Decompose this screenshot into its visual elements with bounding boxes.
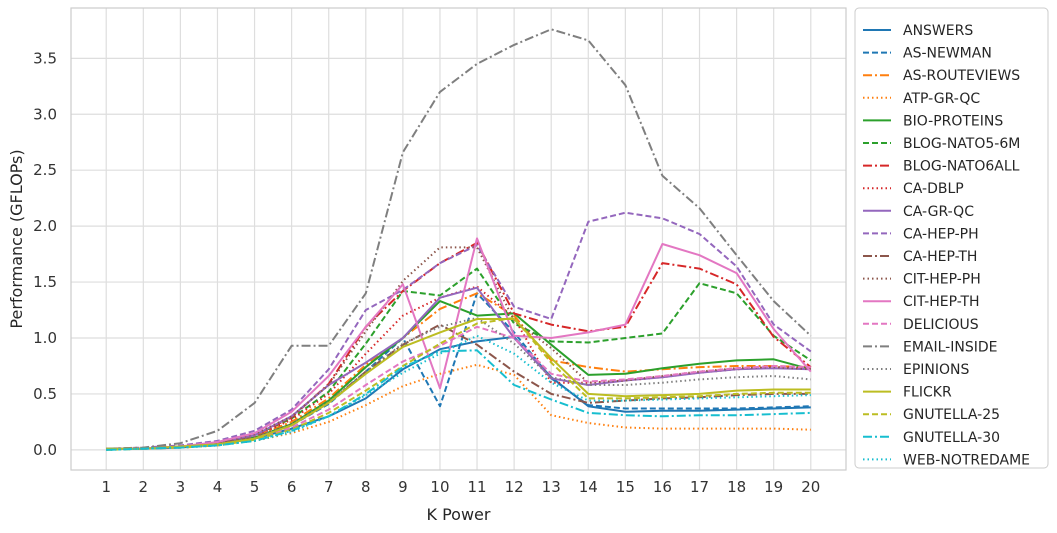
y-tick-label: 1.0: [33, 329, 57, 347]
legend-label: WEB-NOTREDAME: [903, 452, 1030, 468]
legend-label: CA-DBLP: [903, 181, 964, 197]
legend-label: BIO-PROTEINS: [903, 113, 1003, 129]
legend-box: [854, 7, 1049, 469]
y-tick-label: 3.5: [33, 49, 57, 67]
series-line-flickr: [106, 318, 811, 450]
x-tick-label: 9: [398, 478, 408, 496]
y-tick-label: 0.5: [33, 385, 57, 403]
x-tick-label: 19: [764, 478, 783, 496]
legend-label: ANSWERS: [903, 23, 973, 39]
legend-label: CIT-HEP-PH: [903, 272, 981, 288]
series-layer: [106, 28, 812, 451]
series-line-as-routeviews: [106, 292, 811, 450]
legend-label: EMAIL-INSIDE: [903, 339, 997, 355]
series-line-blog-nato6all: [106, 241, 812, 450]
legend-label: GNUTELLA-30: [903, 430, 1000, 446]
x-tick-label: 1: [101, 478, 111, 496]
x-tick-label: 8: [361, 478, 371, 496]
x-tick-label: 13: [542, 478, 561, 496]
series-line-atp-gr-qc: [106, 363, 811, 451]
series-line-ca-hep-ph: [106, 211, 812, 450]
y-tick-label: 1.5: [33, 273, 57, 291]
x-tick-label: 4: [213, 478, 223, 496]
legend-label: EPINIONS: [903, 362, 970, 378]
series-line-web-notredame: [106, 334, 811, 451]
x-tick-label: 11: [467, 478, 486, 496]
tick-labels: 1 2 3 4 5 6 7 8 9 10 11 12 13 14 15 16 17 18 19 200.00.51.0…: [33, 49, 820, 496]
x-tick-label: 10: [430, 478, 449, 496]
y-tick-label: 3.0: [33, 105, 57, 123]
legend-label: BLOG-NATO6ALL: [903, 159, 1020, 175]
series-line-email-inside: [106, 28, 812, 450]
x-axis-title: K Power: [427, 505, 491, 524]
legend-label: FLICKR: [903, 385, 952, 401]
plot-frame: [70, 7, 847, 471]
x-tick-label: 17: [690, 478, 709, 496]
x-tick-label: 7: [324, 478, 334, 496]
x-tick-label: 6: [287, 478, 297, 496]
x-tick-label: 3: [176, 478, 186, 496]
legend-label: GNUTELLA-25: [903, 407, 1000, 423]
y-axis-title: Performance (GFLOPs): [7, 149, 26, 328]
x-tick-label: 15: [616, 478, 635, 496]
x-tick-label: 2: [139, 478, 149, 496]
x-tick-label: 18: [727, 478, 746, 496]
y-tick-label: 2.0: [33, 217, 57, 235]
series-line-bio-proteins: [106, 300, 812, 450]
x-tick-label: 14: [579, 478, 598, 496]
legend-label: CA-HEP-PH: [903, 226, 979, 242]
legend-label: CA-HEP-TH: [903, 249, 977, 265]
legend-label: CIT-HEP-TH: [903, 294, 980, 310]
legend-label: AS-NEWMAN: [903, 46, 992, 62]
legend-label: AS-ROUTEVIEWS: [903, 68, 1020, 84]
series-line-blog-nato5-6m: [106, 267, 812, 450]
series-line-cit-hep-th: [106, 237, 812, 450]
legend-label: ATP-GR-QC: [903, 91, 980, 107]
x-tick-label: 12: [505, 478, 524, 496]
x-tick-label: 20: [801, 478, 820, 496]
y-tick-label: 2.5: [33, 161, 57, 179]
series-line-ca-hep-th: [106, 323, 811, 450]
legend-label: DELICIOUS: [903, 317, 979, 333]
y-tick-label: 0.0: [33, 441, 57, 459]
series-line-gnutella-30: [106, 349, 811, 451]
x-tick-label: 16: [653, 478, 672, 496]
x-tick-label: 5: [250, 478, 260, 496]
legend-label: CA-GR-QC: [903, 204, 974, 220]
legend: ANSWERS AS-NEWMAN AS-ROUTEVIEWS ATP-GR-QC BI…: [854, 7, 1049, 469]
legend-label: BLOG-NATO5-6M: [903, 136, 1020, 152]
